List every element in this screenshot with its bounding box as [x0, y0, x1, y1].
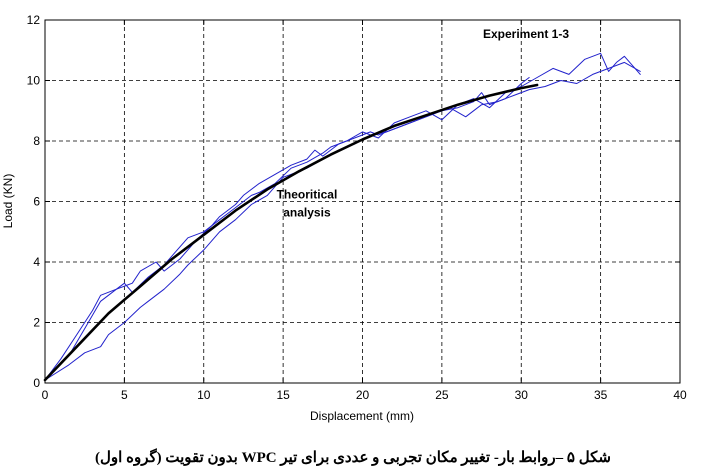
figure-caption: شکل ۵ –روابط بار- تغییر مکان تجربی و عدد…: [95, 450, 611, 466]
ticks: 0 5 10 15 20 25 30 35 40 0 2 4 6 8 10 12: [27, 13, 687, 402]
annotation-label: Theoritical: [277, 187, 338, 201]
series-line-experiment: [44, 77, 530, 381]
x-tick-label: 35: [594, 388, 608, 402]
x-axis-label: Displacement (mm): [310, 409, 414, 423]
y-tick-label: 0: [33, 376, 40, 390]
y-tick-label: 2: [33, 316, 40, 330]
series-line-theoretical: [43, 83, 539, 382]
y-tick-label: 10: [27, 74, 41, 88]
x-tick-label: 0: [42, 388, 49, 402]
x-tick-label: 20: [356, 388, 370, 402]
annotations: Experiment 1-3 Theoritical analysis: [277, 27, 570, 219]
y-tick-label: 6: [33, 195, 40, 209]
x-tick-label: 15: [276, 388, 290, 402]
y-tick-label: 12: [27, 13, 41, 27]
series-group: [43, 52, 641, 382]
x-tick-label: 10: [197, 388, 211, 402]
y-tick-label: 4: [33, 255, 40, 269]
annotation-label: analysis: [283, 206, 331, 220]
series-line-experiment: [44, 52, 641, 381]
x-tick-label: 5: [121, 388, 128, 402]
y-tick-label: 8: [33, 134, 40, 148]
x-tick-label: 30: [515, 388, 529, 402]
x-tick-label: 25: [435, 388, 449, 402]
y-axis-label: Load (KN): [1, 174, 15, 229]
annotation-label: Experiment 1-3: [483, 27, 569, 41]
x-tick-label: 40: [673, 388, 687, 402]
